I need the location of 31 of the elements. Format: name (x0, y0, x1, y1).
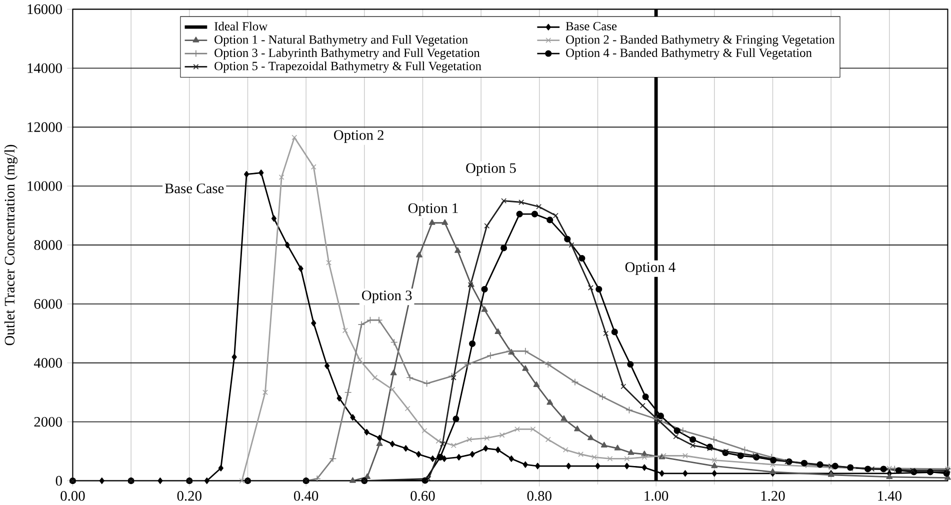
y-tick-label: 4000 (34, 358, 62, 368)
legend-label: Option 1 - Natural Bathymetry and Full Vegetation (214, 34, 468, 46)
x-tick-label: 0.80 (527, 490, 552, 501)
y-tick-label: 10000 (28, 181, 62, 191)
y-axis-title: Outlet Tracer Concentration (mg/l) (4, 144, 18, 346)
x-tick-label: 0.60 (410, 490, 435, 501)
x-tick-label: 0.40 (294, 490, 318, 501)
legend-label: Option 5 - Trapezoidal Bathymetry & Full Vegetation (214, 61, 482, 73)
y-tick-label: 14000 (28, 63, 62, 73)
annotation: Option 4 (625, 262, 676, 275)
y-tick-label: 16000 (28, 4, 62, 14)
y-tick-label: 12000 (28, 122, 62, 132)
x-tick-label: 0.00 (60, 490, 85, 501)
x-tick-label: 0.20 (177, 490, 202, 501)
x-tick-label: 1.00 (644, 490, 668, 501)
annotation: Option 5 (466, 163, 516, 176)
x-tick-label: 1.40 (878, 490, 902, 501)
y-tick-label: 8000 (34, 240, 62, 250)
legend-label: Option 2 - Banded Bathymetry & Fringing Vegetation (566, 34, 835, 46)
legend-label: Ideal Flow (214, 22, 268, 30)
y-tick-label: 6000 (34, 299, 62, 309)
y-tick-label: 0 (56, 476, 62, 486)
y-tick-label: 2000 (34, 416, 62, 427)
legend-label: Base Case (566, 22, 617, 30)
annotation: Base Case (164, 184, 224, 194)
annotation: Option 1 (408, 203, 458, 216)
legend-label: Option 3 - Labyrinth Bathymetry and Full Vegetation (214, 48, 480, 60)
annotation: Option 2 (334, 130, 384, 143)
legend-label: Option 4 - Banded Bathymetry & Full Vegetation (566, 48, 812, 60)
annotation: Option 3 (362, 290, 412, 304)
x-tick-label: 1.20 (761, 490, 785, 501)
